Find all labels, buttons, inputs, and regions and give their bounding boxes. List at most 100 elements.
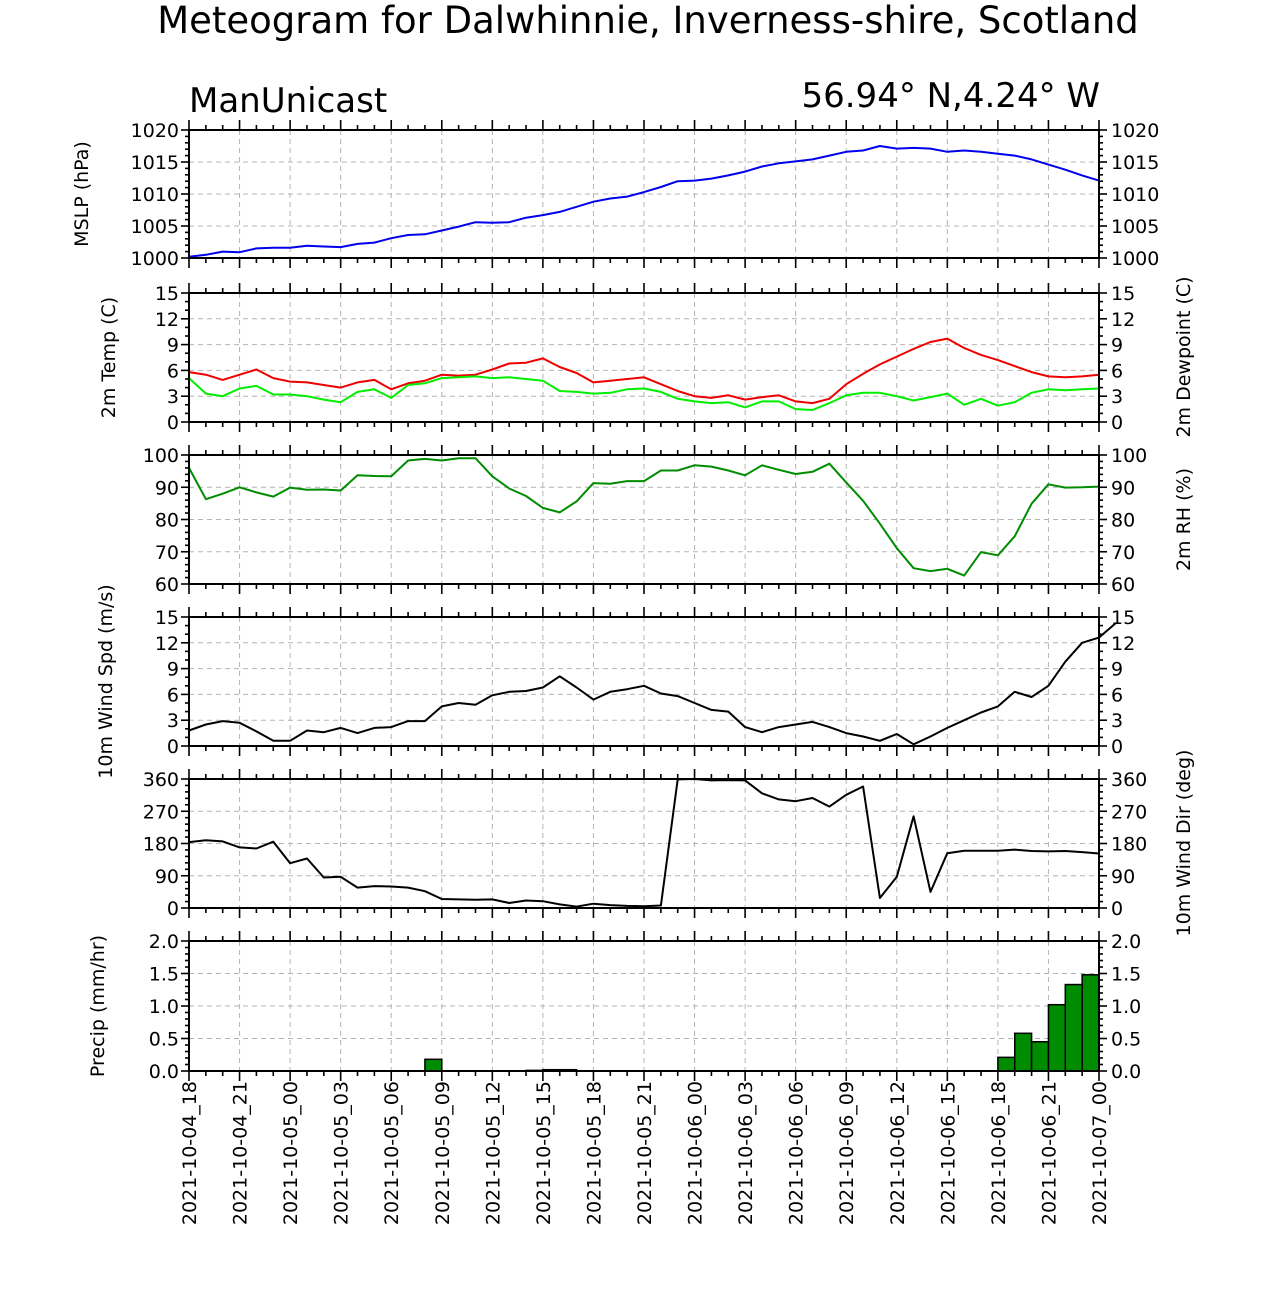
x-tick-labels: 2021-10-04_18 2021-10-04_21 2021-10-05_00 2…: [179, 1081, 1111, 1225]
y-tick-label-right: 100: [1111, 445, 1147, 467]
y-tick-label-left: 1000: [131, 248, 179, 270]
y-tick-label-left: 0: [167, 736, 179, 758]
y-tick-label-right: 1.5: [1111, 964, 1141, 986]
y-tick-label-right: 90: [1111, 866, 1135, 888]
precip-bar: [424, 1058, 443, 1072]
y-tick-label-left: 1010: [131, 184, 179, 206]
y-tick-label-left: 6: [167, 360, 179, 382]
precip-bar: [1081, 974, 1100, 1072]
panel-precip: 0.0 0.0 0.5 0.5 1.0 1.0 1.5 1.5 2.0 2.0 Precip (mm…: [87, 931, 1141, 1083]
y-tick-label-left: 100: [143, 445, 179, 467]
y-tick-label-right: 270: [1111, 801, 1147, 823]
y-tick-label-right: 1000: [1111, 248, 1159, 270]
y-tick-label-right: 70: [1111, 542, 1135, 564]
panel-frame: [188, 616, 1100, 747]
x-tick-label: 2021-10-06_06: [786, 1081, 808, 1225]
wdir-series-line-0: [188, 778, 1100, 908]
y-tick-label-right: 0.0: [1111, 1061, 1141, 1083]
chart-title: Meteogram for Dalwhinnie, Inverness-shir…: [157, 0, 1139, 42]
y-tick-label-left: 1.0: [149, 996, 179, 1018]
x-tick-label: 2021-10-07_00: [1089, 1081, 1111, 1225]
y-tick-label-left: 3: [167, 710, 179, 732]
precip-bar: [997, 1056, 1016, 1072]
x-tick-label: 2021-10-06_03: [735, 1081, 757, 1225]
y-tick-label-left: 1020: [131, 120, 179, 142]
panel-frame: [188, 454, 1100, 585]
panel-frame: [188, 129, 1100, 259]
y-tick-label-left: 70: [155, 542, 179, 564]
y-tick-label-right: 12: [1111, 633, 1135, 655]
y-tick-label-left: 270: [143, 801, 179, 823]
y-tick-label-right: 1010: [1111, 184, 1159, 206]
y-tick-label-left: 3: [167, 386, 179, 408]
precip-bar: [1047, 1003, 1067, 1072]
x-tick-label: 2021-10-04_21: [230, 1081, 252, 1225]
y-tick-label-left: 180: [143, 834, 179, 856]
y-tick-label-right: 3: [1111, 386, 1123, 408]
model-label: ManUnicast: [189, 81, 387, 121]
y-tick-label-left: 90: [155, 477, 179, 499]
temp-series-line-0: [188, 337, 1100, 405]
panel-frame: [188, 940, 1100, 1072]
temp-series-line-1: [188, 375, 1100, 411]
x-tick-label: 2021-10-05_12: [482, 1081, 504, 1225]
x-tick-label: 2021-10-05_03: [331, 1081, 353, 1225]
y-tick-label-right: 1015: [1111, 152, 1159, 174]
y-tick-label-right: 3: [1111, 710, 1123, 732]
x-tick-label: 2021-10-06_00: [685, 1081, 707, 1225]
x-tick-label: 2021-10-05_21: [634, 1081, 656, 1225]
precip-bar: [1013, 1032, 1033, 1072]
y-tick-label-right: 15: [1111, 607, 1135, 629]
y-tick-label-left: 1005: [131, 216, 179, 238]
y-axis-label-left: 10m Wind Spd (m/s): [95, 584, 117, 778]
y-tick-label-right: 9: [1111, 335, 1123, 357]
y-tick-label-right: 2.0: [1111, 931, 1141, 953]
panel-wspd: 0 0 3 3 6 6 9 9 12 12 15 15 10m Wind Spd (m/s): [95, 584, 1135, 778]
y-tick-label-left: 80: [155, 510, 179, 532]
y-tick-label-left: 15: [155, 283, 179, 305]
y-tick-label-right: 1020: [1111, 120, 1159, 142]
panel-wdir: 0 0 90 90 180 180 270 270 360 360 10m Wind Dir (de…: [143, 750, 1195, 937]
y-tick-label-right: 9: [1111, 659, 1123, 681]
y-tick-label-left: 12: [155, 633, 179, 655]
y-tick-label-right: 15: [1111, 283, 1135, 305]
y-tick-label-left: 12: [155, 309, 179, 331]
y-tick-label-right: 6: [1111, 684, 1123, 706]
x-tick-label: 2021-10-05_00: [280, 1081, 302, 1225]
rh-series-line-0: [188, 457, 1100, 577]
y-tick-label-left: 6: [167, 684, 179, 706]
y-tick-label-right: 60: [1111, 574, 1135, 596]
y-tick-label-right: 0: [1111, 898, 1123, 920]
y-tick-label-left: 60: [155, 574, 179, 596]
y-axis-label-left: Precip (mm/hr): [87, 935, 109, 1077]
y-tick-label-left: 15: [155, 607, 179, 629]
precip-bar: [1064, 983, 1083, 1072]
y-axis-label-left: 2m Temp (C): [98, 297, 120, 418]
location-label: 56.94° N,4.24° W: [801, 76, 1100, 116]
y-tick-label-left: 9: [167, 659, 179, 681]
y-tick-label-right: 80: [1111, 510, 1135, 532]
y-tick-label-right: 360: [1111, 769, 1147, 791]
y-tick-label-right: 90: [1111, 477, 1135, 499]
y-tick-label-right: 6: [1111, 360, 1123, 382]
wspd-series-line-0: [188, 622, 1117, 746]
y-tick-label-left: 0: [167, 898, 179, 920]
mslp-series-line-0: [188, 145, 1100, 258]
panel-temp: 0 0 3 3 6 6 9 9 12 12 15 15 2m Temp (C) 2m Dewpoint (…: [98, 276, 1195, 437]
panel-frame: [188, 292, 1100, 423]
y-tick-label-left: 360: [143, 769, 179, 791]
y-tick-label-right: 0: [1111, 736, 1123, 758]
panel-frame: [188, 778, 1100, 909]
y-tick-label-left: 0: [167, 412, 179, 434]
x-tick-label: 2021-10-06_12: [887, 1081, 909, 1225]
y-axis-label-right: 2m RH (%): [1173, 468, 1195, 571]
x-tick-label: 2021-10-04_18: [179, 1081, 201, 1225]
y-axis-label-left: MSLP (hPa): [71, 141, 93, 247]
panel-rh: 60 60 70 70 80 80 90 90 100 100 2m RH (%): [143, 445, 1195, 596]
y-tick-label-left: 90: [155, 866, 179, 888]
y-tick-label-left: 0.0: [149, 1061, 179, 1083]
y-tick-label-right: 180: [1111, 834, 1147, 856]
x-tick-label: 2021-10-06_18: [988, 1081, 1010, 1225]
